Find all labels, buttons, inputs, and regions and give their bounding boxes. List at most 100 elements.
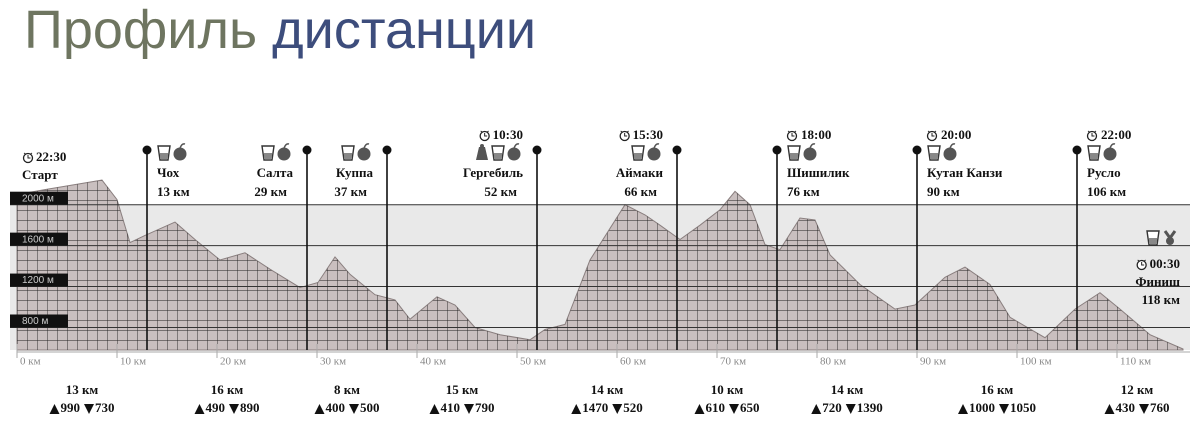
- clock-hands: [1137, 259, 1146, 266]
- x-tick-label: 10 км: [120, 356, 146, 368]
- icon-clock: [1086, 130, 1098, 142]
- x-tick-label: 20 км: [220, 356, 246, 368]
- title-part: Профиль: [24, 0, 257, 60]
- segment-ascent: 430: [1116, 400, 1136, 415]
- apple-leaf: [363, 143, 370, 149]
- checkpoint-name: Чох: [157, 165, 180, 180]
- checkpoint-name: Салта: [257, 165, 294, 180]
- clock-hands: [787, 130, 797, 137]
- down-arrow: [464, 404, 474, 414]
- clock-hands: [620, 130, 629, 137]
- y-tick-label: 800 м: [22, 316, 48, 327]
- up-arrow: [1104, 404, 1115, 414]
- cup-fill: [1149, 238, 1157, 244]
- icon-cup: [1146, 230, 1160, 246]
- segment-climb: 430 760: [1104, 400, 1170, 415]
- segment-distance: 16 км: [981, 382, 1014, 397]
- clock-hands: [23, 152, 33, 159]
- icon-cup: [261, 145, 275, 161]
- icon-apple: [803, 143, 817, 161]
- y-tick-box: [10, 232, 68, 246]
- icon-clock: [479, 130, 490, 142]
- checkpoint-distance: 90 км: [927, 184, 960, 199]
- apple-leaf: [809, 143, 816, 149]
- cup-fill: [160, 153, 168, 159]
- icon-cup: [787, 145, 801, 161]
- x-tick-label: 60 км: [620, 356, 646, 368]
- icon-clock: [786, 130, 798, 142]
- down-arrow: [729, 404, 739, 414]
- down-arrow: [349, 404, 359, 414]
- segment-climb: 490 890: [194, 400, 260, 415]
- segment-distance: 14 км: [831, 382, 864, 397]
- segment-distance: 14 км: [591, 382, 624, 397]
- apple-leaf: [179, 143, 186, 149]
- checkpoint-time: 18:00: [801, 127, 831, 142]
- checkpoint-dot: [672, 145, 682, 155]
- down-arrow: [1139, 404, 1149, 414]
- icon-cup: [491, 145, 505, 161]
- checkpoint-dot: [1072, 145, 1082, 155]
- checkpoint-distance: 76 км: [787, 184, 820, 199]
- segment-climb: 610 650: [694, 400, 760, 415]
- checkpoint-distance: 13 км: [157, 184, 190, 199]
- cup-fill: [1090, 153, 1098, 159]
- segment-ascent: 720: [822, 400, 842, 415]
- apple-leaf: [949, 143, 956, 149]
- apple-shape: [943, 147, 957, 161]
- down-arrow: [84, 404, 94, 414]
- checkpoint-distance: 106 км: [1087, 184, 1126, 199]
- x-tick-label: 110 км: [1120, 356, 1151, 368]
- icon-apple: [357, 143, 371, 161]
- x-tick-label: 70 км: [720, 356, 746, 368]
- icon-clock: [1136, 259, 1147, 271]
- checkpoint-distance: 118 км: [1142, 292, 1181, 307]
- icon-cup: [157, 145, 171, 161]
- segment-descent: 730: [95, 400, 115, 415]
- segment-ascent: 410: [441, 400, 461, 415]
- segment-descent: 890: [240, 400, 260, 415]
- down-arrow: [229, 404, 239, 414]
- checkpoint-name: Аймаки: [616, 165, 664, 180]
- bag-shape: [476, 147, 488, 160]
- apple-shape: [1103, 147, 1117, 161]
- segment-distance: 8 км: [334, 382, 360, 397]
- segment-distance: 16 км: [211, 382, 244, 397]
- icon-apple: [647, 143, 661, 161]
- segment-ascent: 990: [61, 400, 81, 415]
- icon-medal: [1163, 230, 1177, 245]
- checkpoint-time: 20:00: [941, 127, 971, 142]
- checkpoint-time: 00:30: [1150, 256, 1180, 271]
- up-arrow: [314, 404, 325, 414]
- down-arrow: [999, 404, 1009, 414]
- medal-disc: [1166, 237, 1174, 245]
- segment-climb: 1000 1050: [958, 400, 1036, 415]
- checkpoint-distance: 37 км: [334, 184, 367, 199]
- up-arrow: [194, 404, 205, 414]
- segment-descent: 500: [360, 400, 380, 415]
- checkpoint-dot: [142, 145, 152, 155]
- clock-hands: [927, 130, 937, 137]
- y-tick-box: [10, 314, 68, 328]
- bag-knot: [480, 144, 484, 148]
- checkpoint-name: Шишилик: [787, 165, 850, 180]
- y-tick-box: [10, 273, 68, 287]
- icon-cup: [341, 145, 355, 161]
- segment-climb: 990 730: [49, 400, 115, 415]
- segment-descent: 520: [623, 400, 643, 415]
- segment-descent: 760: [1150, 400, 1170, 415]
- icon-cup: [927, 145, 941, 161]
- cup-fill: [634, 153, 642, 159]
- checkpoint-time: 22:30: [36, 149, 66, 164]
- x-tick-label: 90 км: [920, 356, 946, 368]
- checkpoint-dot: [382, 145, 392, 155]
- apple-shape: [507, 147, 521, 161]
- checkpoint-time: 10:30: [493, 127, 523, 142]
- segment-distance: 10 км: [711, 382, 744, 397]
- apple-shape: [173, 147, 187, 161]
- up-arrow: [49, 404, 60, 414]
- segment-ascent: 610: [706, 400, 726, 415]
- icon-apple: [1103, 143, 1117, 161]
- apple-leaf: [513, 143, 520, 149]
- checkpoint-dot: [532, 145, 542, 155]
